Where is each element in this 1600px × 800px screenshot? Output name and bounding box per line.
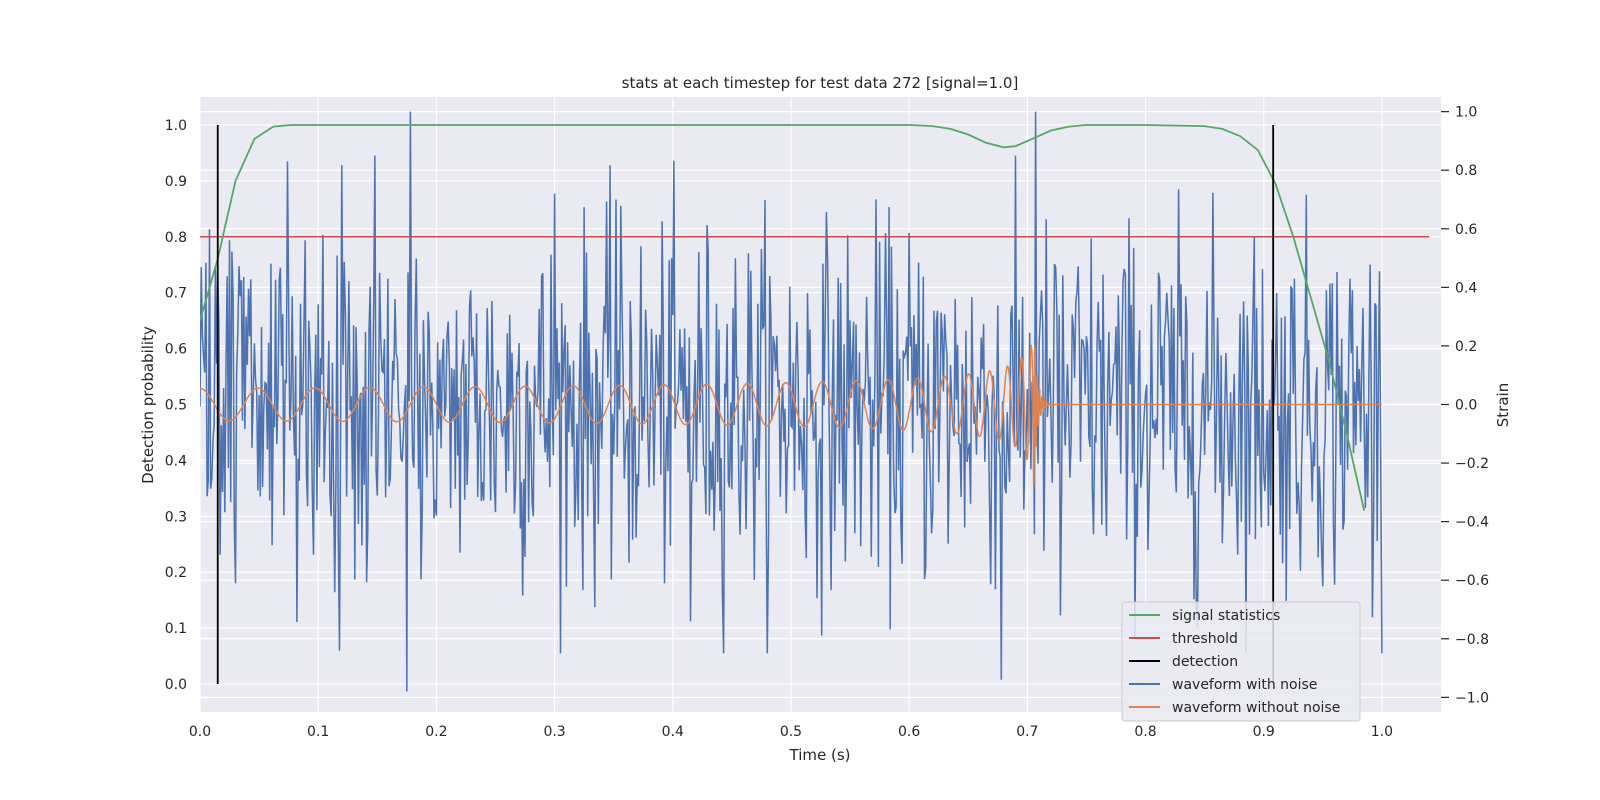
series-waveform-without-noise — [200, 344, 1382, 487]
y2-tick-label: 0.6 — [1455, 222, 1477, 238]
y2-tick-label: −0.6 — [1455, 573, 1489, 589]
x-tick-label: 0.8 — [1134, 724, 1156, 740]
y2-tick-label: −0.2 — [1455, 456, 1489, 472]
y2-tick-label: 0.8 — [1455, 163, 1477, 179]
x-tick-label: 0.1 — [307, 724, 329, 740]
series-waveform-with-noise — [200, 111, 1383, 692]
y-tick-label: 0.7 — [165, 286, 187, 302]
x-axis-label: Time (s) — [789, 746, 851, 764]
y2-axis-label: Strain — [1494, 383, 1512, 427]
legend-box — [1121, 601, 1361, 722]
legend-label-clean: waveform without noise — [1172, 700, 1340, 716]
y2-tick-label: −1.0 — [1455, 690, 1489, 706]
x-tick-label: 0.9 — [1253, 724, 1275, 740]
y2-tick-label: 0.2 — [1455, 339, 1477, 355]
x-tick-label: 0.2 — [425, 724, 447, 740]
data-lines — [200, 111, 1430, 692]
y2-tick-label: −0.8 — [1455, 632, 1489, 648]
x-tick-label: 1.0 — [1371, 724, 1393, 740]
y2-tick-label: −0.4 — [1455, 515, 1489, 531]
y-axis-label: Detection probability — [139, 326, 157, 484]
y-tick-label: 1.0 — [165, 118, 187, 134]
y2-tick-label: 1.0 — [1455, 105, 1477, 121]
x-tick-label: 0.4 — [662, 724, 684, 740]
x-tick-label: 0.3 — [543, 724, 565, 740]
x-tick-label: 0.0 — [189, 724, 211, 740]
y-tick-label: 0.4 — [165, 453, 187, 469]
series-signal-statistics — [200, 124, 1366, 511]
y-tick-label: 0.0 — [165, 677, 187, 693]
y-tick-label: 0.1 — [165, 621, 187, 637]
legend-label-signal: signal statistics — [1172, 608, 1280, 624]
y2-tick-label: 0.0 — [1455, 398, 1477, 414]
y-axis-ticks: 0.0 0.1 0.2 0.3 0.4 0.5 0.6 0.7 0.8 0.9 1.0 — [165, 118, 187, 693]
y-tick-label: 0.3 — [165, 509, 187, 525]
x-tick-label: 0.5 — [780, 724, 802, 740]
y-tick-label: 0.6 — [165, 342, 187, 358]
y-tick-label: 0.9 — [165, 174, 187, 190]
legend-label-noise: waveform with noise — [1172, 677, 1317, 693]
y-tick-label: 0.8 — [165, 230, 187, 246]
x-tick-label: 0.6 — [898, 724, 920, 740]
chart-title: stats at each timestep for test data 272… — [622, 74, 1019, 92]
y2-tick-label: 0.4 — [1455, 280, 1477, 296]
y-tick-label: 0.2 — [165, 565, 187, 581]
legend-label-threshold: threshold — [1172, 631, 1238, 647]
legend-label-detection: detection — [1172, 654, 1238, 670]
x-tick-label: 0.7 — [1016, 724, 1038, 740]
y-tick-label: 0.5 — [165, 398, 187, 414]
x-axis-ticks: 0.0 0.1 0.2 0.3 0.4 0.5 0.6 0.7 0.8 0.9 1.0 — [189, 724, 1393, 740]
legend: signal statistics threshold detection wa… — [1121, 601, 1361, 722]
y2-axis-ticks: −1.0 −0.8 −0.6 −0.4 −0.2 0.0 0.2 0.4 0.6 0.8 1.0 — [1441, 105, 1489, 706]
